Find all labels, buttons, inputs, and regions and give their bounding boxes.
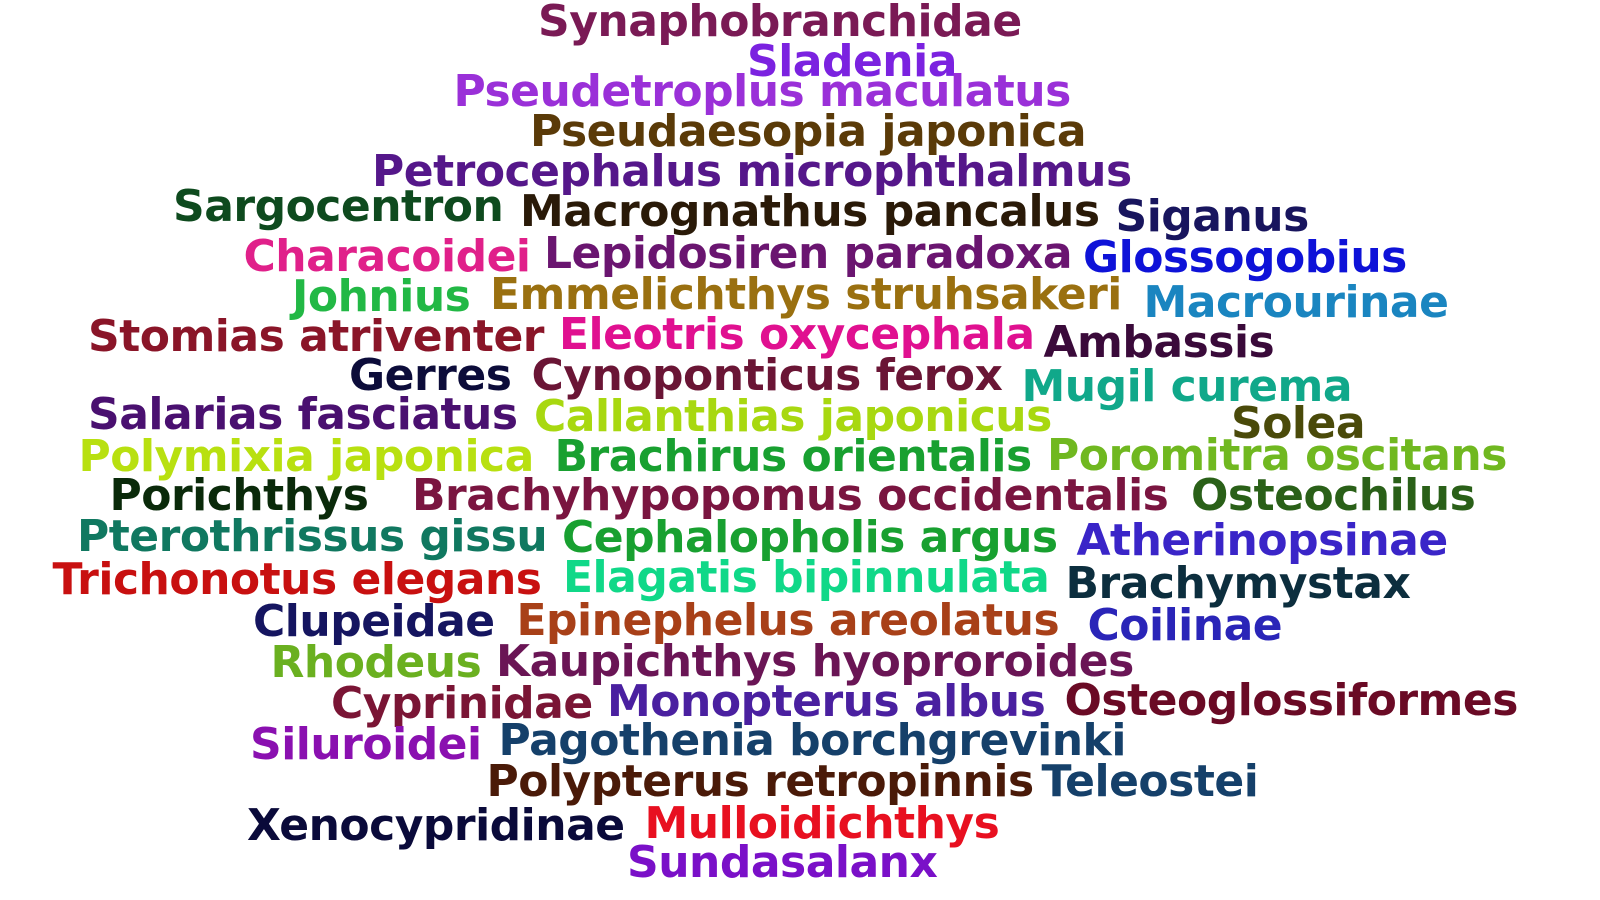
word-petrocephalus-microphthalmus: Petrocephalus microphthalmus <box>372 146 1132 197</box>
word-stomias-atriventer: Stomias atriventer <box>88 311 545 362</box>
word-clupeidae: Clupeidae <box>253 596 495 647</box>
word-brachymystax: Brachymystax <box>1065 558 1411 609</box>
word-gerres: Gerres <box>349 350 512 401</box>
word-johnius: Johnius <box>292 271 471 322</box>
word-sargocentron: Sargocentron <box>173 181 504 232</box>
word-osteochilus: Osteochilus <box>1191 470 1476 521</box>
word-salarias-fasciatus: Salarias fasciatus <box>88 389 518 440</box>
word-lepidosiren-paradoxa: Lepidosiren paradoxa <box>544 228 1073 279</box>
word-coilinae: Coilinae <box>1087 600 1283 651</box>
word-epinephelus-areolatus: Epinephelus areolatus <box>516 595 1060 646</box>
word-xenocypridinae: Xenocypridinae <box>247 800 625 851</box>
word-synaphobranchidae: Synaphobranchidae <box>538 0 1022 47</box>
word-callanthias-japonicus: Callanthias japonicus <box>534 391 1052 442</box>
word-sladenia: Sladenia <box>747 36 957 87</box>
word-sundasalanx: Sundasalanx <box>627 837 938 888</box>
word-siganus: Siganus <box>1115 191 1310 242</box>
word-characoidei: Characoidei <box>243 231 532 282</box>
word-macrourinae: Macrourinae <box>1143 277 1449 328</box>
word-cynoponticus-ferox: Cynoponticus ferox <box>531 350 1003 401</box>
word-mugil-curema: Mugil curema <box>1021 361 1353 412</box>
word-teleostei: Teleostei <box>1041 756 1259 807</box>
word-glossogobius: Glossogobius <box>1083 232 1407 283</box>
word-brachirus-orientalis: Brachirus orientalis <box>554 431 1033 482</box>
word-kaupichthys-hyoproroides: Kaupichthys hyoproroides <box>496 636 1134 687</box>
word-porichthys: Porichthys <box>109 470 369 521</box>
word-atherinopsinae: Atherinopsinae <box>1076 515 1449 566</box>
word-eleotris-oxycephala: Eleotris oxycephala <box>559 309 1035 360</box>
word-emmelichthys-struhsakeri: Emmelichthys struhsakeri <box>490 269 1122 320</box>
word-polymixia-japonica: Polymixia japonica <box>78 431 535 482</box>
word-cyprinidae: Cyprinidae <box>331 678 593 729</box>
word-elagatis-bipinnulata: Elagatis bipinnulata <box>563 552 1050 603</box>
word-rhodeus: Rhodeus <box>270 637 482 688</box>
word-brachyhypopomus-occidentalis: Brachyhypopomus occidentalis <box>412 470 1169 521</box>
word-pseudaesopia-japonica: Pseudaesopia japonica <box>530 106 1087 157</box>
word-siluroidei: Siluroidei <box>250 719 482 770</box>
word-poromitra-oscitans: Poromitra oscitans <box>1047 430 1507 481</box>
word-cephalopholis-argus: Cephalopholis argus <box>562 512 1058 563</box>
word-mulloidichthys: Mulloidichthys <box>644 798 1000 849</box>
word-pterothrissus-gissu: Pterothrissus gissu <box>77 511 548 562</box>
word-polypterus-retropinnis: Polypterus retropinnis <box>486 756 1035 807</box>
word-ambassis: Ambassis <box>1043 317 1275 368</box>
word-pseudetroplus-maculatus: Pseudetroplus maculatus <box>453 66 1072 117</box>
word-monopterus-albus: Monopterus albus <box>607 676 1046 727</box>
word-macrognathus-pancalus: Macrognathus pancalus <box>520 186 1100 237</box>
word-pagothenia-borchgrevinki: Pagothenia borchgrevinki <box>498 715 1127 766</box>
word-solea: Solea <box>1231 398 1366 449</box>
word-trichonotus-elegans: Trichonotus elegans <box>52 554 542 605</box>
word-osteoglossiformes: Osteoglossiformes <box>1064 675 1519 726</box>
